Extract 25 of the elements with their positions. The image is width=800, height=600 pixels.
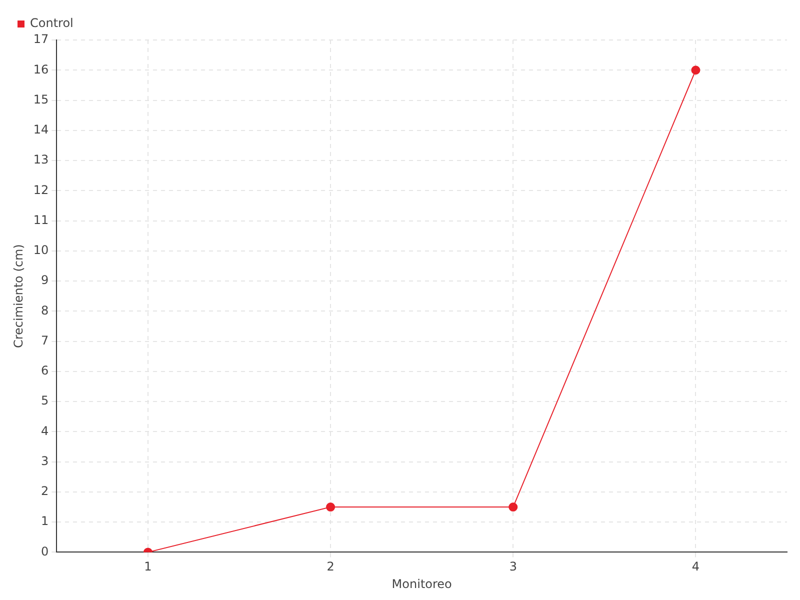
- y-tick-label: 7: [41, 333, 49, 348]
- y-tick-label: 13: [33, 152, 49, 167]
- x-tick-label: 4: [692, 560, 700, 574]
- y-tick-label: 8: [41, 303, 49, 318]
- y-tick-label: 0: [41, 544, 49, 558]
- y-axis-title: Crecimiento (cm): [11, 244, 26, 348]
- y-tick-label: 5: [41, 394, 49, 408]
- y-tick-label: 10: [33, 243, 49, 258]
- y-tick-label: 17: [33, 32, 49, 46]
- y-tick-label: 14: [33, 122, 49, 137]
- y-tick-label: 15: [33, 92, 49, 106]
- y-tick-label: 2: [41, 484, 49, 498]
- x-tick-label: 3: [509, 560, 517, 574]
- y-tick-label: 3: [41, 454, 49, 468]
- y-tick-label: 4: [41, 424, 49, 438]
- y-tick-label: 6: [41, 364, 49, 378]
- legend-label: Control: [30, 16, 74, 30]
- y-tick-label: 9: [41, 273, 49, 288]
- y-tick-label: 11: [33, 212, 49, 227]
- y-tick-label: 1: [41, 514, 49, 528]
- x-axis-title: Monitoreo: [392, 576, 452, 591]
- x-tick-label: 2: [326, 560, 334, 574]
- y-tick-label: 12: [33, 182, 49, 197]
- x-tick-label: 1: [144, 560, 152, 574]
- y-tick-label: 16: [33, 62, 49, 76]
